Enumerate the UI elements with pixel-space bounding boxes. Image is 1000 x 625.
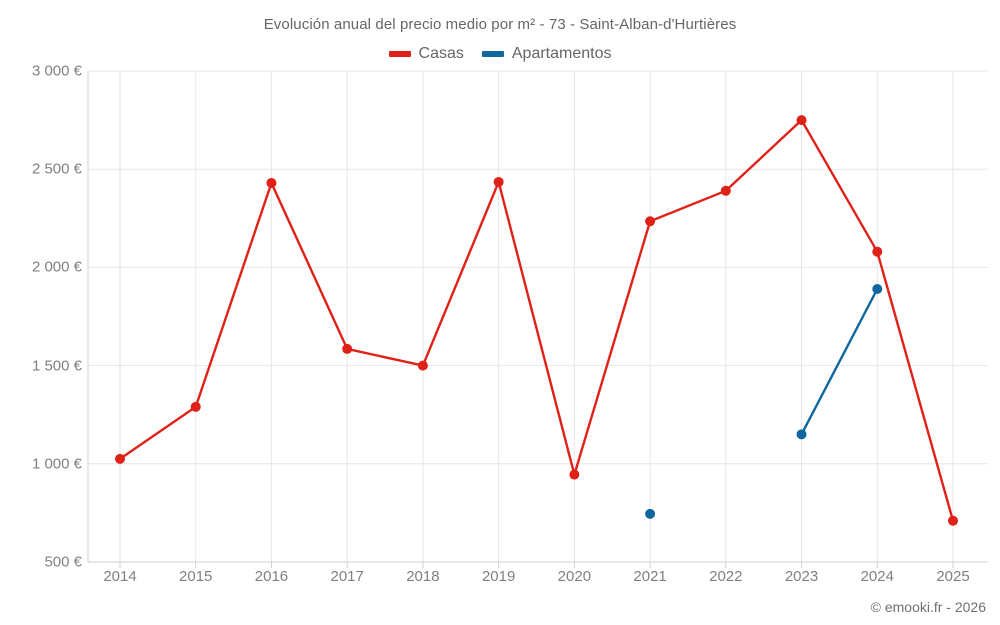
data-point-casas-2016[interactable] [266,177,277,188]
x-axis: 2014 2015 2016 2017 2018 2019 2020 2021 2022 2023… [0,568,1000,592]
legend-swatch-apartamentos [481,51,504,57]
x-tick-label: 2017 [330,568,364,585]
x-tick-label: 2020 [557,568,592,585]
x-tick-label: 2014 [103,568,137,585]
chart-legend: Casas Apartamentos [0,45,1000,63]
x-tick-label: 2018 [406,568,440,585]
data-point-apartamentos-2023[interactable] [796,429,807,440]
y-tick-label: 3 000 € [31,62,82,80]
credit-text: © emooki.fr - 2026 [870,599,986,615]
data-point-casas-2015[interactable] [190,401,201,412]
x-tick-label: 2021 [633,568,667,585]
data-point-casas-2018[interactable] [417,360,428,371]
x-tick-label: 2019 [481,568,516,585]
data-point-casas-2014[interactable] [115,453,125,464]
y-tick-label: 1 000 € [31,455,82,473]
data-point-apartamentos-2024[interactable] [872,284,883,295]
data-point-casas-2024[interactable] [872,246,883,257]
data-point-casas-2023[interactable] [796,115,807,126]
y-tick-label: 500 € [44,553,82,571]
y-tick-label: 1 500 € [31,357,82,375]
x-tick-label: 2022 [709,568,743,585]
legend-label-apartamentos: Apartamentos [511,45,612,62]
x-tick-label: 2024 [860,568,894,585]
data-point-apartamentos-2021[interactable] [645,508,656,519]
series-line-apartamentos [800,287,879,436]
legend-swatch-casas [388,51,411,57]
y-tick-label: 2 500 € [31,160,82,178]
legend-label-casas: Casas [418,45,464,62]
data-point-casas-2020[interactable] [569,469,580,480]
data-point-casas-2022[interactable] [720,185,731,196]
data-point-casas-2017[interactable] [342,343,353,354]
x-tick-label: 2016 [254,568,289,585]
legend-item-apartamentos[interactable]: Apartamentos [481,45,612,63]
legend-item-casas[interactable]: Casas [388,45,464,63]
data-point-casas-2019[interactable] [493,176,504,187]
y-tick-label: 2 000 € [31,258,82,276]
data-point-casas-2021[interactable] [645,216,656,227]
x-tick-label: 2015 [179,568,213,585]
x-tick-label: 2023 [784,568,819,585]
y-axis: 500 € 1 000 € 1 500 € 2 000 € 2 500 € 3 000 € [0,0,82,625]
x-tick-label: 2025 [936,568,970,585]
chart-title: Evolución anual del precio medio por m² … [263,16,737,33]
series-line-casas [118,118,955,522]
data-point-casas-2025[interactable] [948,515,958,526]
